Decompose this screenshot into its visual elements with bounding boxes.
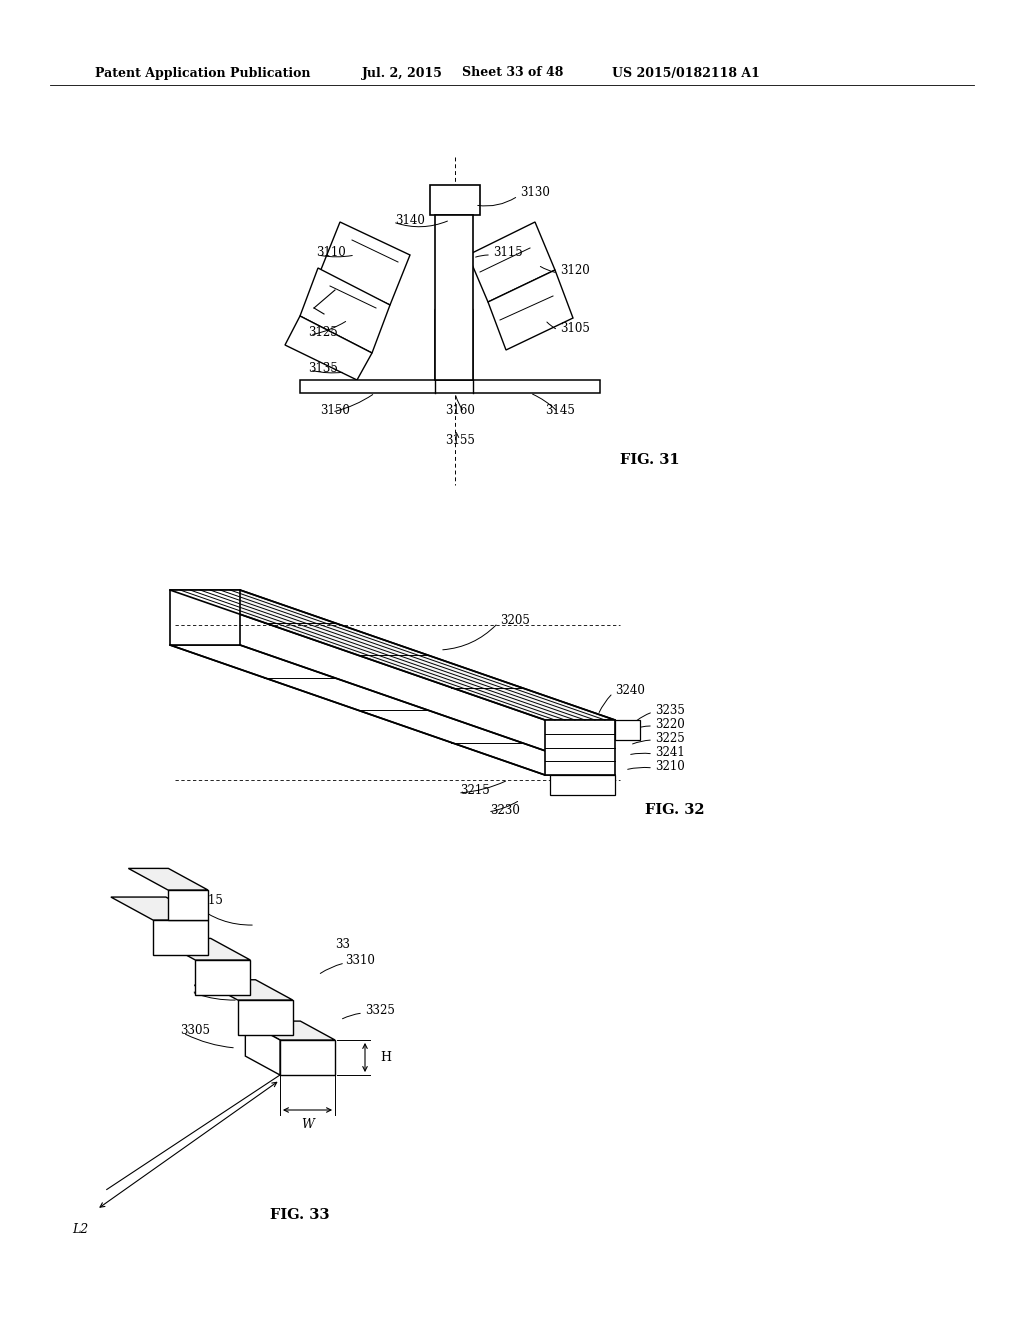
Polygon shape — [545, 719, 615, 775]
Text: US 2015/0182118 A1: US 2015/0182118 A1 — [612, 66, 760, 79]
Text: 3225: 3225 — [655, 731, 685, 744]
Text: 3240: 3240 — [615, 684, 645, 697]
Text: 3205: 3205 — [500, 614, 529, 627]
Polygon shape — [153, 920, 208, 954]
Polygon shape — [300, 268, 390, 352]
Polygon shape — [319, 222, 410, 305]
Text: 3145: 3145 — [545, 404, 574, 417]
Polygon shape — [280, 1040, 335, 1074]
Polygon shape — [170, 645, 615, 775]
Text: 3155: 3155 — [445, 433, 475, 446]
Polygon shape — [615, 719, 640, 741]
Text: 3241: 3241 — [655, 746, 685, 759]
Text: FIG. 32: FIG. 32 — [645, 803, 705, 817]
Text: 3220: 3220 — [655, 718, 685, 730]
Text: W: W — [301, 1118, 314, 1131]
Polygon shape — [170, 590, 240, 645]
Polygon shape — [238, 1001, 293, 1035]
Text: 3315: 3315 — [193, 894, 223, 907]
Text: 3120: 3120 — [560, 264, 590, 276]
Text: 3210: 3210 — [655, 759, 685, 772]
Text: Patent Application Publication: Patent Application Publication — [95, 66, 310, 79]
Polygon shape — [468, 222, 555, 302]
Text: 3115: 3115 — [493, 246, 522, 259]
Polygon shape — [111, 898, 208, 920]
Polygon shape — [196, 960, 250, 995]
Polygon shape — [435, 215, 473, 380]
Text: L2: L2 — [72, 1224, 88, 1236]
Text: H: H — [380, 1051, 391, 1064]
Text: FIG. 31: FIG. 31 — [620, 453, 680, 467]
Polygon shape — [430, 185, 480, 215]
Text: 3215: 3215 — [460, 784, 489, 796]
Polygon shape — [550, 775, 615, 795]
Text: 3105: 3105 — [560, 322, 590, 334]
Polygon shape — [435, 271, 473, 380]
Polygon shape — [170, 590, 615, 719]
Polygon shape — [128, 869, 208, 890]
Text: 3160: 3160 — [445, 404, 475, 417]
Text: FIG. 33: FIG. 33 — [270, 1208, 330, 1222]
Text: 3305: 3305 — [180, 1023, 210, 1036]
Polygon shape — [168, 890, 208, 920]
Text: 3325: 3325 — [365, 1003, 395, 1016]
Text: 3310: 3310 — [345, 953, 375, 966]
Text: Jul. 2, 2015: Jul. 2, 2015 — [362, 66, 442, 79]
Text: 3140: 3140 — [395, 214, 425, 227]
Text: 3130: 3130 — [520, 186, 550, 199]
Text: 3230: 3230 — [490, 804, 520, 817]
Text: 3135: 3135 — [308, 362, 338, 375]
Text: 3110: 3110 — [316, 246, 346, 259]
Polygon shape — [246, 1022, 280, 1074]
Polygon shape — [300, 380, 600, 393]
Polygon shape — [201, 979, 293, 1001]
Polygon shape — [488, 271, 573, 350]
Text: 3150: 3150 — [319, 404, 350, 417]
Text: Sheet 33 of 48: Sheet 33 of 48 — [462, 66, 563, 79]
Text: 3320: 3320 — [193, 983, 222, 997]
Text: 3235: 3235 — [655, 704, 685, 717]
Text: 33: 33 — [335, 939, 350, 952]
Polygon shape — [156, 939, 250, 960]
Polygon shape — [246, 1022, 335, 1040]
Text: 3125: 3125 — [308, 326, 338, 338]
Polygon shape — [285, 315, 372, 380]
